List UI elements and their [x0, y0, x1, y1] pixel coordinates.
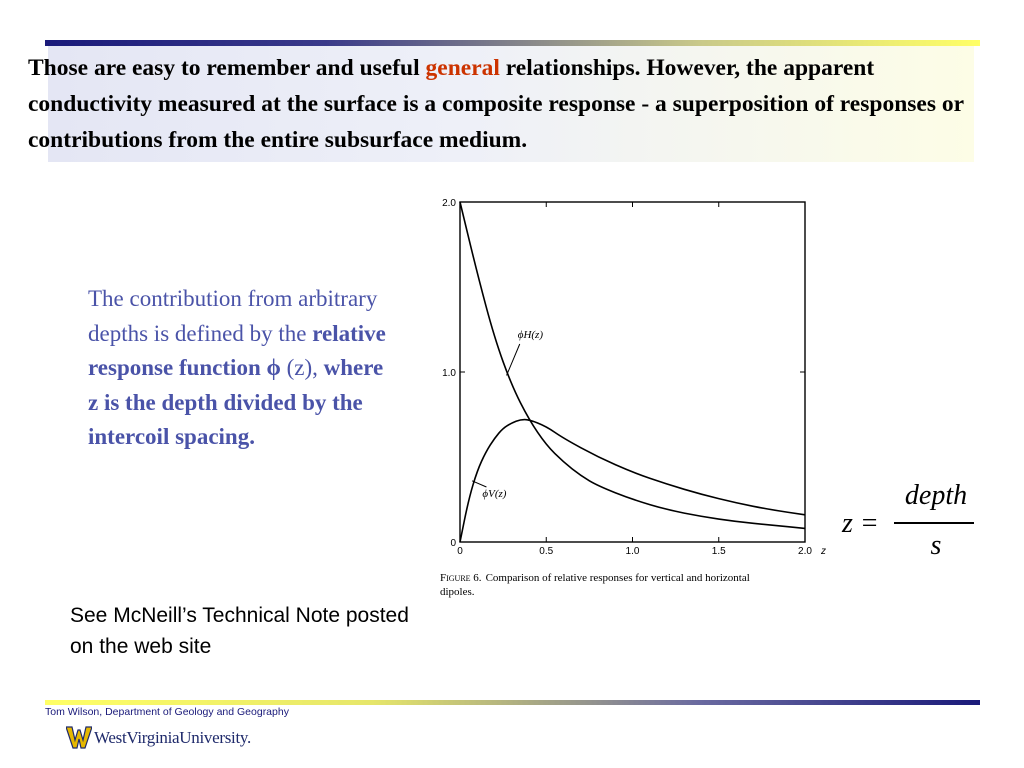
top-gradient-rule — [45, 40, 980, 46]
desc-text-z: (z), — [280, 355, 324, 380]
desc-text-1: The contribution from arbitrary depths i… — [88, 286, 378, 346]
x-tick-label: 0.5 — [539, 546, 553, 557]
series-leader-h — [506, 343, 521, 376]
desc-bold-term: relative response function — [88, 320, 386, 381]
series-leader-v — [471, 480, 487, 488]
y-tick-label: 0 — [450, 538, 456, 549]
logo-wordmark: WestVirginiaUniversity. — [94, 728, 251, 747]
series-line-v — [459, 418, 806, 543]
desc-bold-definition: where z is the depth divided by the inte… — [88, 355, 384, 449]
slide-title: Those are easy to remember and useful ge… — [28, 50, 1003, 158]
fraction-bar — [894, 522, 974, 524]
series-line-h — [459, 201, 806, 530]
formula-denominator: s — [930, 530, 942, 561]
title-text-end: relationships. However, the apparent con… — [28, 55, 964, 153]
figure-caption: Figure 6. Comparison of relative response… — [440, 572, 750, 584]
title-background — [48, 46, 974, 162]
wvu-logo: WestVirginiaUniversity. — [66, 724, 251, 754]
x-axis-label: z — [820, 546, 826, 557]
bottom-gradient-rule — [45, 700, 980, 705]
x-tick-label: 1.0 — [626, 546, 640, 557]
title-accent-word: general — [425, 55, 500, 81]
desc-phi-symbol: ϕ — [266, 355, 281, 380]
x-tick-label: 1.5 — [712, 546, 726, 557]
y-tick-label: 1.0 — [442, 368, 456, 379]
x-tick-label: 0 — [457, 546, 463, 557]
title-text-start: Those are easy to remember and useful — [28, 55, 426, 81]
depth-ratio-formula: z = depth s — [842, 480, 982, 570]
caption-text: Comparison of relative responses for ver… — [486, 572, 750, 584]
formula-numerator: depth — [904, 480, 968, 511]
reference-note: See McNeill’s Technical Note posted on t… — [70, 604, 409, 658]
response-function-description: The contribution from arbitrary depths i… — [88, 282, 398, 455]
series-label-v: ϕV(z) — [482, 488, 506, 500]
figure-caption-line-2: dipoles. — [440, 586, 475, 598]
caption-label: Figure 6. — [440, 572, 482, 584]
y-tick-label: 2.0 — [442, 198, 456, 209]
footer-credit: Tom Wilson, Department of Geology and Ge… — [45, 706, 289, 718]
response-chart: 0 0.5 1.0 1.5 2.0 0 1.0 2.0 ϕH(z) ϕV(z) z Figure… — [440, 198, 826, 598]
plot-frame — [459, 201, 806, 543]
series-label-h: ϕH(z) — [518, 329, 544, 341]
wv-mark-icon — [66, 726, 92, 749]
formula-lhs: z = — [842, 508, 879, 539]
x-tick-label: 2.0 — [798, 546, 812, 557]
response-figure: 0 0.5 1.0 1.5 2.0 0 1.0 2.0 ϕH(z) ϕV(z) z Figure… — [432, 190, 842, 615]
